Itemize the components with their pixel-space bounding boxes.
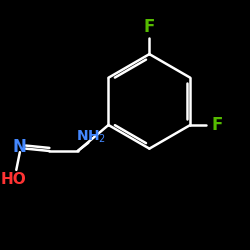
Text: F: F xyxy=(211,116,223,134)
Text: NH$_2$: NH$_2$ xyxy=(76,128,106,145)
Text: F: F xyxy=(144,18,155,36)
Text: N: N xyxy=(13,138,27,156)
Text: HO: HO xyxy=(1,172,27,187)
